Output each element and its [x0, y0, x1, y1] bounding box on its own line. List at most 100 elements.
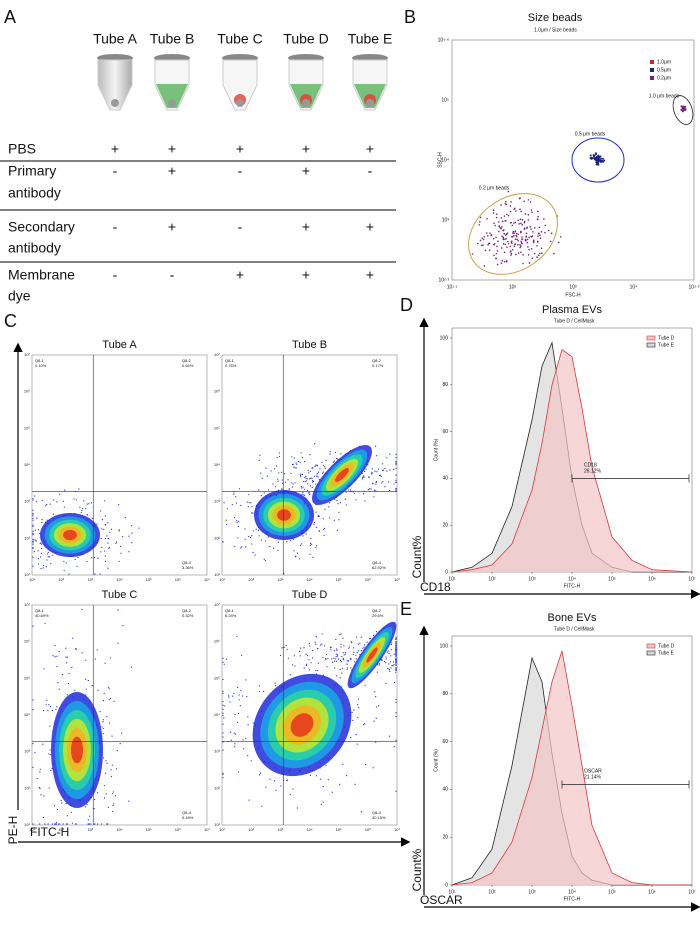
x-tick-label: 10⁴ [630, 284, 638, 290]
event-dot [222, 661, 224, 663]
event-dot [501, 220, 504, 223]
event-dot [50, 563, 52, 565]
event-dot [294, 665, 296, 667]
event-dot [504, 238, 506, 241]
event-dot [280, 488, 283, 490]
event-dot [339, 634, 341, 636]
x-tick-label: 10⁴ [568, 576, 576, 582]
event-dot [269, 778, 271, 780]
event-dot [56, 706, 58, 708]
event-dot [500, 217, 503, 219]
event-dot [299, 473, 302, 475]
event-dot [76, 565, 78, 567]
event-dot [65, 803, 67, 805]
event-dot [386, 651, 388, 653]
event-dot [311, 486, 313, 489]
event-dot [274, 780, 276, 782]
event-dot [299, 558, 301, 560]
y-tick-label: 100 [440, 335, 449, 341]
event-dot [529, 225, 532, 228]
x-tick-label: 10⁵ [608, 576, 616, 582]
event-dot [540, 231, 543, 233]
event-dot [335, 638, 337, 641]
event-dot [311, 467, 313, 469]
event-dot [362, 647, 364, 649]
cell: - [113, 219, 118, 235]
event-dot [286, 648, 288, 650]
event-dot [510, 242, 513, 244]
event-dot [395, 669, 397, 672]
event-dot [395, 479, 397, 481]
density-core [366, 647, 378, 663]
event-dot [78, 488, 80, 490]
event-dot [222, 772, 224, 774]
event-dot [305, 480, 308, 482]
event-dot [302, 535, 304, 537]
x-tick-label: 10⁵ [336, 577, 342, 582]
event-dot [393, 663, 395, 666]
event-dot [294, 482, 296, 484]
axis-label: PE-H [6, 816, 20, 845]
event-dot [237, 537, 239, 539]
event-dot [342, 652, 344, 654]
event-dot [293, 655, 295, 657]
event-dot [597, 154, 600, 157]
event-dot [266, 475, 269, 477]
event-dot [128, 551, 130, 553]
event-dot [325, 659, 327, 661]
y-tick-label: 10⁵ [24, 425, 30, 430]
event-dot [339, 668, 341, 671]
event-dot [93, 557, 96, 559]
event-dot [517, 233, 520, 236]
event-dot [85, 659, 87, 661]
event-dot [388, 652, 390, 654]
event-dot [296, 463, 298, 465]
x-tick-label: 10² [248, 827, 254, 832]
event-dot [316, 474, 318, 476]
cell: + [366, 219, 374, 235]
event-dot [303, 488, 306, 490]
annotation: 0.2 μm beads [479, 185, 510, 191]
event-dot [56, 501, 58, 503]
event-dot [395, 638, 397, 640]
event-dot [104, 550, 106, 552]
event-dot [248, 535, 250, 538]
event-dot [308, 478, 311, 480]
event-dot [251, 512, 253, 514]
event-dot [337, 458, 339, 460]
event-dot [526, 238, 529, 241]
event-dot [523, 200, 525, 203]
event-dot [305, 475, 307, 477]
event-dot [346, 668, 348, 670]
event-dot [395, 666, 397, 669]
event-dot [56, 665, 58, 668]
event-dot [317, 647, 319, 650]
x-axis-label: FSC-H [565, 292, 581, 298]
gate-label: CD18 [584, 463, 597, 469]
event-dot [478, 224, 480, 226]
event-dot [519, 208, 521, 210]
y-tick-label: 60 [442, 739, 448, 745]
plot-title: Tube D [292, 589, 328, 601]
plot-frame [451, 39, 695, 281]
event-dot [327, 779, 329, 781]
event-dot [228, 695, 230, 697]
event-dot [316, 545, 318, 547]
event-dot [510, 201, 512, 203]
event-dot [101, 726, 103, 728]
event-dot [251, 543, 253, 545]
event-dot [321, 643, 323, 645]
event-dot [265, 786, 267, 788]
y-tick-label: 0 [445, 569, 448, 575]
event-dot [374, 445, 377, 447]
event-dot [61, 802, 63, 804]
event-dot [238, 488, 241, 490]
event-dot [292, 483, 294, 485]
event-dot [222, 749, 224, 751]
event-dot [334, 667, 336, 669]
event-dot [603, 159, 606, 162]
plot-subtitle: Tube D [554, 626, 571, 632]
event-dot [259, 454, 261, 456]
x-tick-label: 10² [509, 284, 517, 290]
event-dot [378, 664, 380, 666]
